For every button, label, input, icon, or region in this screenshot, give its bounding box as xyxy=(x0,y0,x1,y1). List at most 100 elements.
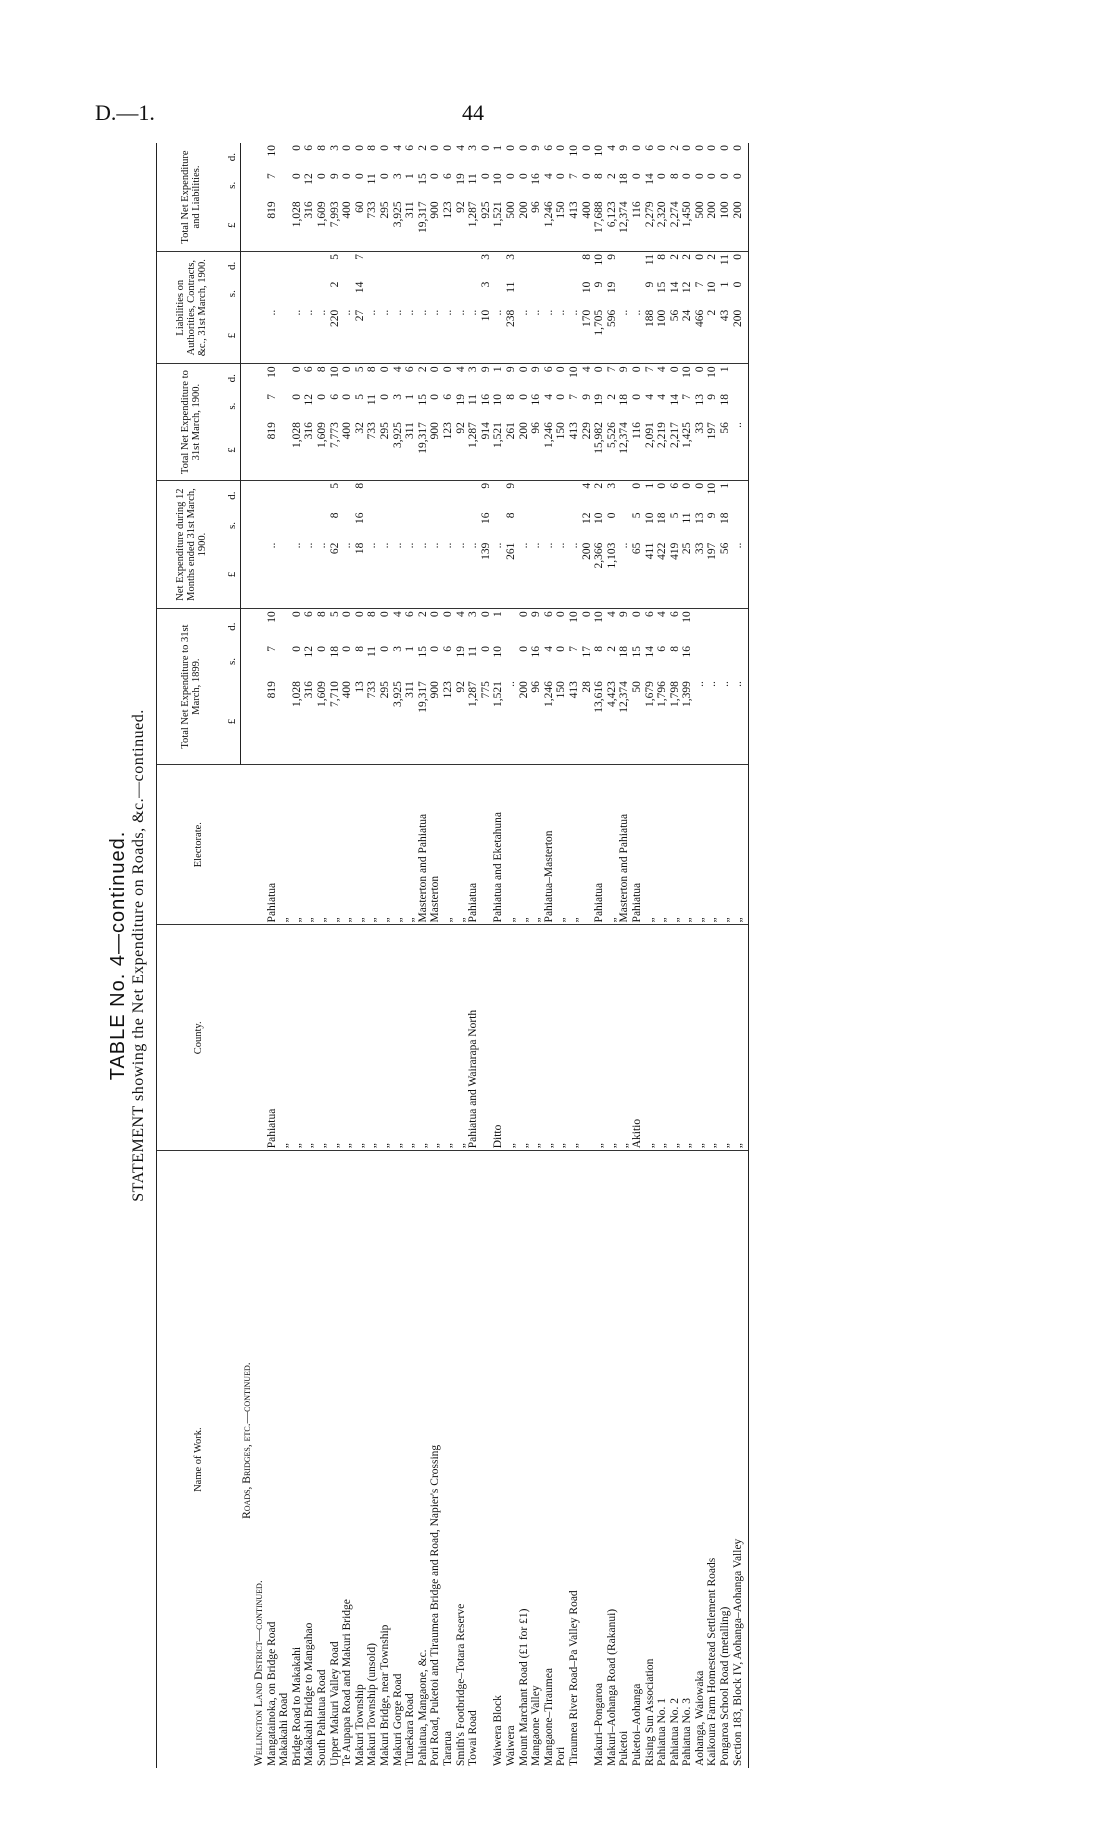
electorate: „ xyxy=(454,764,468,925)
shillings: 4 xyxy=(542,394,555,400)
rotated-table-block: TABLE No. 4—continued. STATEMENT showing… xyxy=(105,143,815,1768)
shillings: 6 xyxy=(328,394,341,400)
work-name: Makuri–Aohanga Road (Rakanui) xyxy=(605,1608,618,1766)
unit-label: d. xyxy=(225,608,241,644)
shillings: 0 xyxy=(656,173,669,179)
page-number: 44 xyxy=(462,100,484,125)
no-value-dots: .. xyxy=(454,307,468,364)
table-row: 775 0 0 139 16 9 914 16 9 10 3 3 925 0 0 xyxy=(479,143,493,1768)
shillings: 8 xyxy=(593,173,606,179)
table-row: Mangaone Valley „ „ 96 16 9.. 96 16 9.. 96 16 9 xyxy=(530,143,543,1768)
shillings: 11 xyxy=(467,394,480,406)
no-value-dots: .. xyxy=(404,307,417,364)
empty-cell xyxy=(316,280,329,308)
pounds: 2,366 xyxy=(593,540,606,609)
work-name: Puketoi xyxy=(618,1730,631,1766)
empty-cell xyxy=(455,280,468,308)
empty-cell xyxy=(568,480,581,510)
pence: 0 xyxy=(693,254,706,260)
no-value-dots: .. xyxy=(492,540,505,609)
pence: 9 xyxy=(504,482,517,489)
shillings: 0 xyxy=(429,173,442,179)
work-name: Tiraumea River Road–Pa Valley Road xyxy=(567,1590,580,1766)
empty-cell xyxy=(253,143,266,171)
pence: 3 xyxy=(605,482,618,489)
county: „ xyxy=(504,924,518,1151)
empty-cell xyxy=(417,280,430,308)
empty-cell xyxy=(241,364,254,392)
pence: 0 xyxy=(706,145,719,151)
column-header: Total Net Expenditure to 31st March, 190… xyxy=(156,363,225,481)
empty-cell xyxy=(278,199,291,252)
pounds: 1,609 xyxy=(316,420,329,481)
pounds: 229 xyxy=(580,420,594,481)
pence: 7 xyxy=(643,366,656,373)
empty-cell xyxy=(392,510,405,540)
header-row: Name of Work. County. Electorate. Total Net… xyxy=(156,143,241,1768)
shillings: 8 xyxy=(668,173,681,179)
shillings: 5 xyxy=(353,394,366,400)
county: „ xyxy=(353,924,367,1151)
pounds: 2 xyxy=(706,307,720,364)
pence: 3 xyxy=(479,254,492,260)
shillings: 18 xyxy=(328,645,341,658)
pounds: 28 xyxy=(580,679,594,765)
empty-cell xyxy=(316,480,329,510)
empty-cell xyxy=(429,252,442,280)
empty-cell xyxy=(467,252,480,280)
pence: 4 xyxy=(580,482,593,489)
no-value-dots: .. xyxy=(517,307,531,364)
empty-cell xyxy=(417,510,430,540)
shillings: 2 xyxy=(605,394,618,400)
empty-cell xyxy=(341,510,354,540)
unit-label: s. xyxy=(225,171,241,200)
shillings: 12 xyxy=(681,281,694,294)
work-name: Upper Makuri Valley Road xyxy=(328,1641,341,1766)
electorate: Pahiatua xyxy=(630,764,644,925)
pounds: 2,219 xyxy=(656,420,669,481)
shillings: 8 xyxy=(353,645,366,652)
shillings: 18 xyxy=(719,394,732,406)
no-value-dots: .. xyxy=(429,307,442,364)
pounds: 139 xyxy=(479,540,493,609)
shillings: 16 xyxy=(530,394,543,406)
pence: 0 xyxy=(668,366,681,373)
shillings: 0 xyxy=(719,173,732,179)
empty-cell xyxy=(518,280,531,308)
electorate: „ xyxy=(504,764,518,925)
pounds: 2,274 xyxy=(668,199,682,252)
empty-cell xyxy=(241,510,254,540)
empty-cell xyxy=(555,252,568,280)
empty-cell xyxy=(240,764,254,925)
empty-cell xyxy=(618,252,631,280)
pounds: 775 xyxy=(479,679,493,765)
no-value-dots: .. xyxy=(379,540,392,609)
pence: 3 xyxy=(467,366,480,373)
county: „ xyxy=(656,924,669,1151)
empty-cell xyxy=(240,924,254,1151)
shillings: 15 xyxy=(416,645,429,658)
table-row: Makuri Township „ „ 13 8 0 18 16 8 32 5 5 27 14 7 60 0 0 xyxy=(353,143,367,1768)
work-name: Kaikoura Farm Homestead Settlement Roads xyxy=(706,1557,719,1766)
shillings: 1 xyxy=(404,394,417,400)
pounds: 733 xyxy=(366,199,380,252)
empty-cell xyxy=(392,252,405,280)
empty-cell xyxy=(278,644,291,679)
empty-cell xyxy=(719,609,732,644)
pounds: 1,399 xyxy=(681,679,694,765)
electorate: Pahiatua xyxy=(467,764,480,925)
county: „ xyxy=(366,924,380,1151)
pounds: 1,246 xyxy=(542,199,556,252)
shillings: 15 xyxy=(630,645,643,658)
county: „ xyxy=(618,924,631,1151)
pence: 7 xyxy=(353,254,366,260)
pounds: 1,705 xyxy=(593,307,606,364)
empty-cell xyxy=(455,480,468,510)
empty-cell xyxy=(631,280,644,308)
shillings: 6 xyxy=(442,394,454,400)
empty-cell xyxy=(266,480,279,510)
pence: 0 xyxy=(693,366,706,373)
empty-cell xyxy=(379,510,392,540)
pence: 6 xyxy=(303,611,316,618)
pounds: 1,521 xyxy=(492,679,505,765)
